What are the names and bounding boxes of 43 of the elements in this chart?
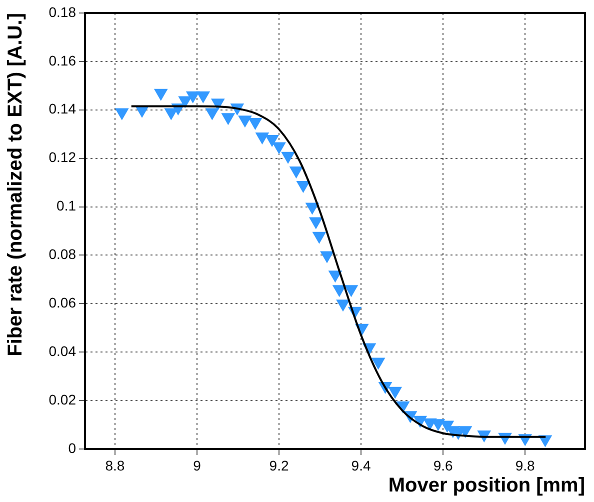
point (205, 108, 220, 120)
y-tick-label: 0.06 (48, 294, 76, 311)
point (281, 152, 295, 164)
x-tick-label: 9 (193, 457, 202, 474)
y-axis-title: Fiber rate (normalized to EXT) [A.U.] (4, 13, 27, 356)
y-tick-label: 0.08 (48, 246, 76, 262)
point (344, 285, 358, 298)
point (114, 108, 129, 120)
point (336, 300, 350, 312)
point (265, 134, 279, 147)
y-tick-label: 0.04 (48, 342, 76, 359)
x-tick-label: 9.4 (351, 457, 371, 474)
point (312, 232, 326, 244)
point (289, 166, 304, 178)
y-tick-label: 0.16 (48, 52, 76, 68)
y-tick-label: 0.14 (48, 100, 76, 117)
point (458, 426, 472, 438)
point (238, 116, 252, 128)
y-tick-label: 0.02 (48, 391, 76, 408)
point (255, 132, 270, 145)
point (272, 142, 286, 154)
y-tick-label: 0.1 (56, 198, 76, 214)
point (248, 118, 262, 130)
point (196, 91, 210, 104)
x-tick-label: 9.6 (433, 457, 454, 474)
x-tick-label: 9.8 (515, 457, 536, 474)
x-tick-label: 8.8 (105, 457, 125, 474)
x-axis-title: Mover position [mm] (388, 474, 585, 497)
point (296, 180, 310, 193)
y-tick-label: 0.12 (48, 149, 76, 166)
x-tick-label: 9.2 (269, 457, 289, 474)
point (320, 251, 334, 264)
point (309, 217, 323, 230)
point (388, 386, 402, 399)
point (154, 88, 168, 101)
point (221, 113, 236, 126)
point (371, 358, 386, 370)
y-tick-label: 0 (68, 440, 76, 456)
y-tick-label: 0.18 (48, 4, 76, 20)
point (305, 202, 320, 215)
point (328, 270, 342, 283)
point (332, 285, 346, 298)
point (186, 91, 200, 104)
